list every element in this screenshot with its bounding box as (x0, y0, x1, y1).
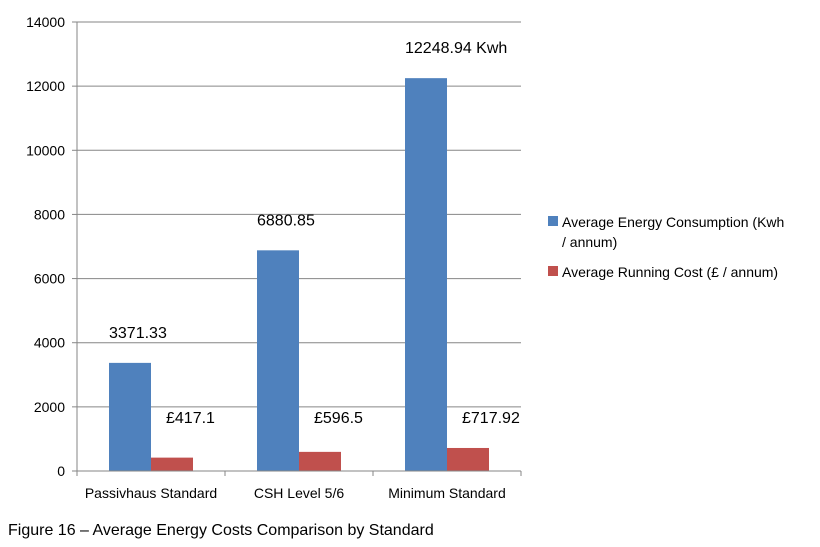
y-tick-label: 10000 (26, 142, 65, 158)
bars (109, 78, 489, 471)
x-category-label: Minimum Standard (388, 485, 506, 501)
data-label: £417.1 (166, 410, 215, 427)
legend: Average Energy Consumption (Kwh / annum) A… (548, 214, 784, 280)
legend-label: Average Energy Consumption (Kwh (562, 214, 784, 230)
data-label: £717.92 (462, 410, 520, 427)
data-label: 6880.85 (257, 212, 315, 229)
legend-swatch (548, 216, 558, 226)
bar-running-cost (299, 451, 341, 471)
bar-energy-consumption (405, 78, 447, 471)
bar-running-cost (447, 447, 489, 471)
y-tick-label: 4000 (34, 335, 65, 351)
y-tick-label: 2000 (34, 399, 65, 415)
x-category-label: Passivhaus Standard (85, 485, 217, 501)
chart: 0 2000 4000 6000 8000 10000 12000 14000 Passivha… (26, 14, 784, 501)
labels: 0 2000 4000 6000 8000 10000 12000 14000 Passivha… (26, 14, 520, 501)
legend-label: Average Running Cost (£ / annum) (562, 264, 778, 280)
axes (72, 21, 522, 476)
bar-running-cost (151, 457, 193, 471)
y-tick-label: 14000 (26, 14, 65, 30)
legend-label: / annum) (562, 234, 617, 250)
y-tick-label: 0 (57, 463, 65, 479)
y-tick-label: 8000 (34, 206, 65, 222)
legend-swatch (548, 266, 558, 276)
data-label: 12248.94 Kwh (405, 40, 507, 57)
bar-energy-consumption (257, 250, 299, 471)
figure-caption: Figure 16 – Average Energy Costs Compari… (8, 522, 434, 539)
x-category-label: CSH Level 5/6 (254, 485, 344, 501)
bar-energy-consumption (109, 362, 151, 471)
data-label: 3371.33 (109, 325, 167, 342)
y-tick-label: 6000 (34, 271, 65, 287)
data-label: £596.5 (314, 410, 363, 427)
y-tick-label: 12000 (26, 78, 65, 94)
